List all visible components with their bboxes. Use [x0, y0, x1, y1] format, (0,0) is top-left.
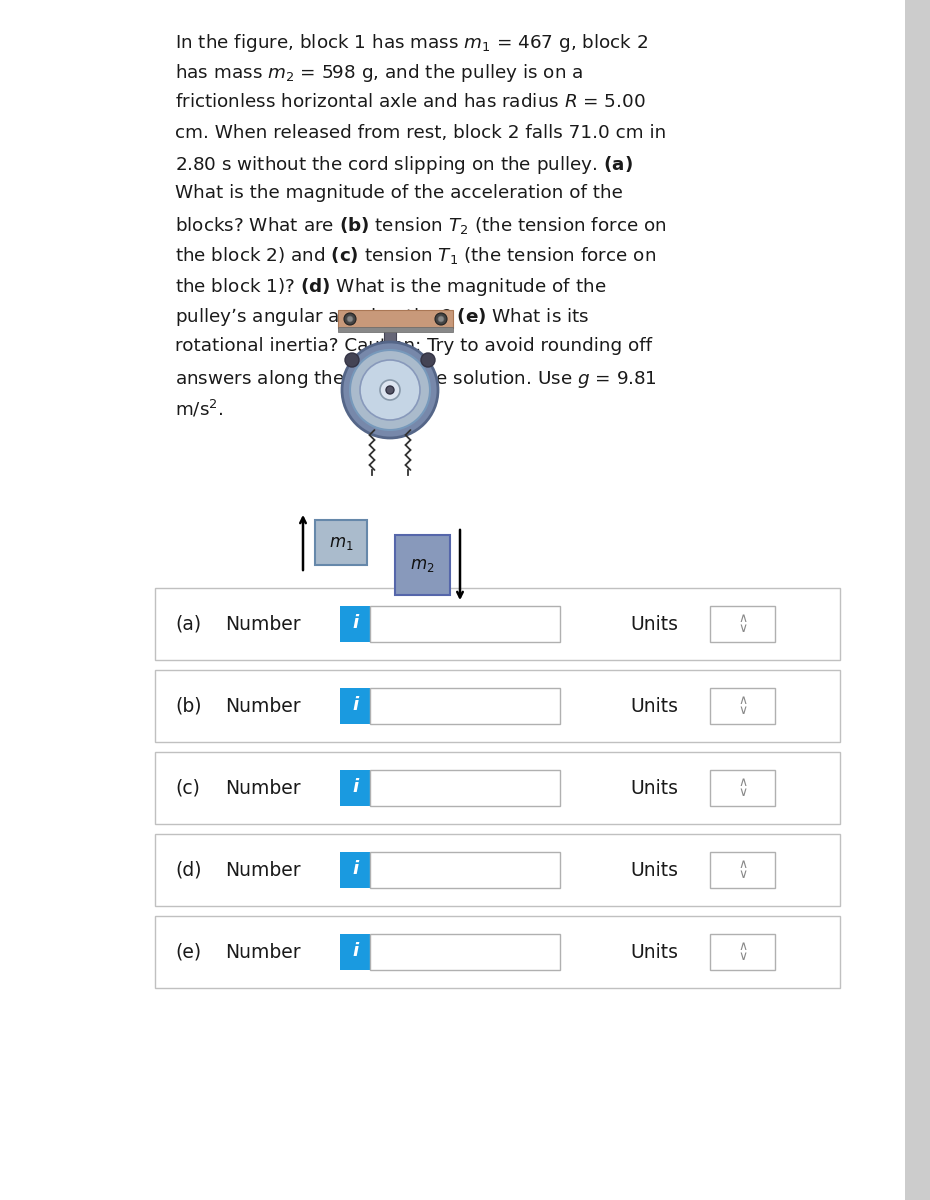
Text: Units: Units	[630, 696, 678, 715]
Bar	[370, 770, 560, 806]
Text: m/s$^2$.: m/s$^2$.	[175, 398, 223, 419]
Text: ∨: ∨	[737, 950, 747, 964]
Bar	[338, 310, 453, 328]
Text: Number: Number	[225, 696, 300, 715]
Bar	[710, 770, 775, 806]
Text: ∧: ∧	[737, 776, 747, 790]
Text: i: i	[352, 696, 358, 714]
Text: ∧: ∧	[737, 612, 747, 625]
Bar	[155, 670, 840, 742]
Text: rotational inertia? Caution: Try to avoid rounding off: rotational inertia? Caution: Try to avoi…	[175, 337, 652, 355]
Text: ∨: ∨	[737, 786, 747, 799]
Text: Units: Units	[630, 779, 678, 798]
Circle shape	[342, 342, 438, 438]
Text: Number: Number	[225, 860, 300, 880]
Text: In the figure, block 1 has mass $m_1$ = 467 g, block 2: In the figure, block 1 has mass $m_1$ = …	[175, 32, 648, 54]
Text: cm. When released from rest, block 2 falls 71.0 cm in: cm. When released from rest, block 2 fal…	[175, 124, 666, 142]
Bar	[710, 934, 775, 970]
Text: What is the magnitude of the acceleration of the: What is the magnitude of the acceleratio…	[175, 185, 623, 203]
Text: i: i	[352, 614, 358, 632]
Bar	[155, 916, 840, 988]
Text: frictionless horizontal axle and has radius $R$ = 5.00: frictionless horizontal axle and has rad…	[175, 92, 645, 110]
Bar	[710, 688, 775, 724]
Bar	[905, 0, 930, 1200]
Text: $m_2$: $m_2$	[410, 556, 434, 574]
Circle shape	[360, 360, 420, 420]
Circle shape	[344, 313, 356, 325]
Circle shape	[435, 313, 447, 325]
Text: ∧: ∧	[737, 695, 747, 708]
Bar	[340, 852, 370, 888]
Bar	[155, 834, 840, 906]
Text: ∨: ∨	[737, 623, 747, 636]
Bar	[340, 770, 370, 806]
Circle shape	[438, 316, 444, 322]
Text: ∧: ∧	[737, 941, 747, 954]
Bar	[370, 688, 560, 724]
Text: Number: Number	[225, 942, 300, 961]
Text: i: i	[352, 778, 358, 796]
Circle shape	[421, 353, 435, 367]
Text: ∨: ∨	[737, 704, 747, 718]
Bar	[384, 328, 396, 358]
Text: (e): (e)	[175, 942, 201, 961]
Bar	[155, 588, 840, 660]
Bar	[315, 520, 367, 565]
Bar	[340, 606, 370, 642]
Text: the block 2) and $\mathbf{(c)}$ tension $T_1$ (the tension force on: the block 2) and $\mathbf{(c)}$ tension …	[175, 246, 656, 266]
Circle shape	[380, 380, 400, 400]
Circle shape	[345, 353, 359, 367]
Bar	[370, 934, 560, 970]
Bar	[338, 326, 453, 332]
Text: (a): (a)	[175, 614, 201, 634]
Bar	[370, 852, 560, 888]
Text: pulley’s angular acceleration? $\mathbf{(e)}$ What is its: pulley’s angular acceleration? $\mathbf{…	[175, 306, 590, 329]
Text: i: i	[352, 860, 358, 878]
Text: 2.80 s without the cord slipping on the pulley. $\mathbf{(a)}$: 2.80 s without the cord slipping on the …	[175, 154, 633, 176]
Bar	[340, 934, 370, 970]
Text: ∨: ∨	[737, 869, 747, 882]
Text: (c): (c)	[175, 779, 200, 798]
Text: ∧: ∧	[737, 858, 747, 871]
Text: blocks? What are $\mathbf{(b)}$ tension $T_2$ (the tension force on: blocks? What are $\mathbf{(b)}$ tension …	[175, 215, 667, 236]
Bar	[710, 606, 775, 642]
Text: Units: Units	[630, 860, 678, 880]
Text: has mass $m_2$ = 598 g, and the pulley is on a: has mass $m_2$ = 598 g, and the pulley i…	[175, 62, 583, 84]
Text: answers along the way to the solution. Use $g$ = 9.81: answers along the way to the solution. U…	[175, 367, 657, 390]
Bar	[370, 606, 560, 642]
Bar	[155, 752, 840, 824]
Bar	[340, 688, 370, 724]
Text: (b): (b)	[175, 696, 202, 715]
Text: Number: Number	[225, 779, 300, 798]
Bar	[710, 852, 775, 888]
Text: $m_1$: $m_1$	[328, 534, 353, 552]
Text: (d): (d)	[175, 860, 202, 880]
Text: Units: Units	[630, 614, 678, 634]
Text: Number: Number	[225, 614, 300, 634]
Text: Units: Units	[630, 942, 678, 961]
Text: i: i	[352, 942, 358, 960]
Circle shape	[347, 316, 353, 322]
Circle shape	[350, 350, 430, 430]
Circle shape	[386, 386, 394, 394]
Bar	[395, 535, 450, 595]
Text: the block 1)? $\mathbf{(d)}$ What is the magnitude of the: the block 1)? $\mathbf{(d)}$ What is the…	[175, 276, 606, 298]
